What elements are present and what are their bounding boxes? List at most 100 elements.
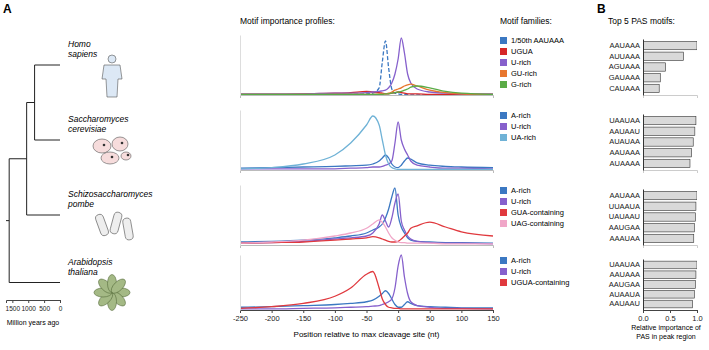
bar (643, 52, 684, 60)
tick-label: 1.0 (692, 314, 702, 323)
tick: 50 (426, 310, 434, 323)
tick: 100 (456, 310, 469, 323)
figure: ABMotif importance profiles:Motif famili… (0, 0, 709, 350)
legend-item: 1/50th AAUAAA (500, 36, 564, 45)
tick-mark (44, 300, 45, 303)
icon-part (109, 277, 128, 296)
x-axis-title: Position relative to max cleavage site (… (294, 330, 440, 339)
legend-swatch (500, 37, 507, 44)
tick: -200 (265, 310, 280, 323)
x-axis (644, 171, 698, 174)
legend-item: A-rich (500, 111, 531, 120)
series-line (240, 38, 493, 94)
tick-mark (697, 310, 698, 313)
bar (643, 116, 696, 124)
tick-mark (398, 310, 399, 313)
x-axis (644, 246, 698, 249)
tick-label: 100 (456, 314, 469, 323)
tick-label: AAUAAA (610, 148, 640, 157)
tick: AUAAUA (609, 290, 643, 299)
y-axis-line (240, 186, 241, 246)
tick-label: AAUAAU (609, 127, 640, 136)
tick: UUAAUA (609, 202, 643, 211)
legend-item: G-rich (500, 80, 531, 89)
legend-swatch (500, 123, 507, 130)
tick: AAUAAU (609, 299, 643, 308)
tree: 150010005000 Million years ago (6, 65, 63, 327)
branch (9, 158, 26, 159)
y-axis: UAAUAAAAUAAUAUAUAAAAUAAAAUAAAA (609, 115, 643, 171)
tick: -150 (296, 310, 311, 323)
tick-label: AAUAAU (609, 299, 640, 308)
icon-part (102, 65, 122, 97)
legend-item: U-rich (500, 58, 531, 67)
tick: -250 (233, 310, 248, 323)
tick-mark (60, 300, 61, 303)
tick-label: UAUAAU (609, 212, 640, 221)
tree-x-axis: 150010005000 (6, 300, 63, 312)
tick-label: 0.0 (638, 314, 648, 323)
tick: -50 (362, 310, 373, 323)
legend-swatch (500, 48, 507, 55)
icon-part (94, 213, 109, 236)
tick: 1000 (22, 300, 37, 312)
tree-x-axis-line (7, 301, 61, 304)
species-name-line: pombe (67, 199, 94, 209)
species-name-line: Saccharomyces (68, 114, 129, 124)
bar (643, 281, 695, 289)
legend-item: UGUA-containing (500, 278, 569, 287)
series-line (240, 194, 493, 244)
legend-label: A-rich (511, 256, 531, 265)
icon-part (127, 154, 130, 157)
tick-mark (430, 310, 431, 313)
legend-label: 1/50th AAUAAA (511, 36, 564, 45)
tick: AAAUAA (610, 234, 643, 243)
y-axis (240, 186, 241, 246)
x-axis-title-line: PAS in peak region (636, 333, 696, 341)
y-axis-line (643, 190, 644, 246)
x-axis: 0.00.51.0 (638, 310, 702, 323)
branch (27, 215, 60, 216)
legend-label: G-rich (511, 80, 531, 89)
bar (643, 202, 696, 210)
tick: AAUAAA (610, 270, 643, 279)
legend-label: U-rich (511, 267, 531, 276)
tick-label: -250 (233, 314, 248, 323)
bar-chart: 0.00.51.0UAAUAAAAUAAAAAUGAAAUAAUAAAUAAUR… (609, 260, 703, 342)
species-name-line: thaliana (68, 267, 98, 277)
tick: -100 (328, 310, 343, 323)
tick: UAUAAU (609, 212, 643, 221)
bar (643, 138, 693, 146)
plot-area (240, 38, 493, 95)
tick-label: AAAUAA (610, 234, 640, 243)
legend-label: UAG-containing (511, 219, 564, 228)
tree-axis-title: Million years ago (7, 319, 60, 327)
tick-mark (12, 300, 13, 303)
tick-label: AAUGAA (609, 280, 640, 289)
species-name: Schizosaccharomycespombe (67, 189, 153, 209)
plot-area (240, 255, 493, 309)
legend-swatch (500, 268, 507, 275)
legend-label: A-rich (511, 186, 531, 195)
series-line (240, 220, 493, 244)
bar (643, 213, 695, 221)
tick-label: 0 (397, 314, 401, 323)
legend-label: UGUA-containing (511, 278, 569, 287)
bar (643, 84, 659, 92)
tick-label: 50 (426, 314, 434, 323)
tick: AUAUAA (609, 137, 643, 146)
legend-item: A-rich (500, 256, 531, 265)
tick: AAUAAA (610, 148, 643, 157)
y-axis (240, 256, 241, 311)
y-axis-line (643, 40, 644, 96)
tick-mark (28, 300, 29, 303)
tick-label: 1500 (6, 305, 21, 312)
icon-plant (94, 275, 130, 311)
tick-label: -200 (265, 314, 280, 323)
bar-chart: AAUAAAUUAAUAUAUAAUAAUGAAAAAUAA (609, 190, 698, 249)
legend-label: A-rich (511, 111, 531, 120)
tick-label: -100 (328, 314, 343, 323)
x-axis-line (644, 246, 698, 249)
icon-part (108, 55, 116, 63)
series-line (240, 84, 493, 94)
